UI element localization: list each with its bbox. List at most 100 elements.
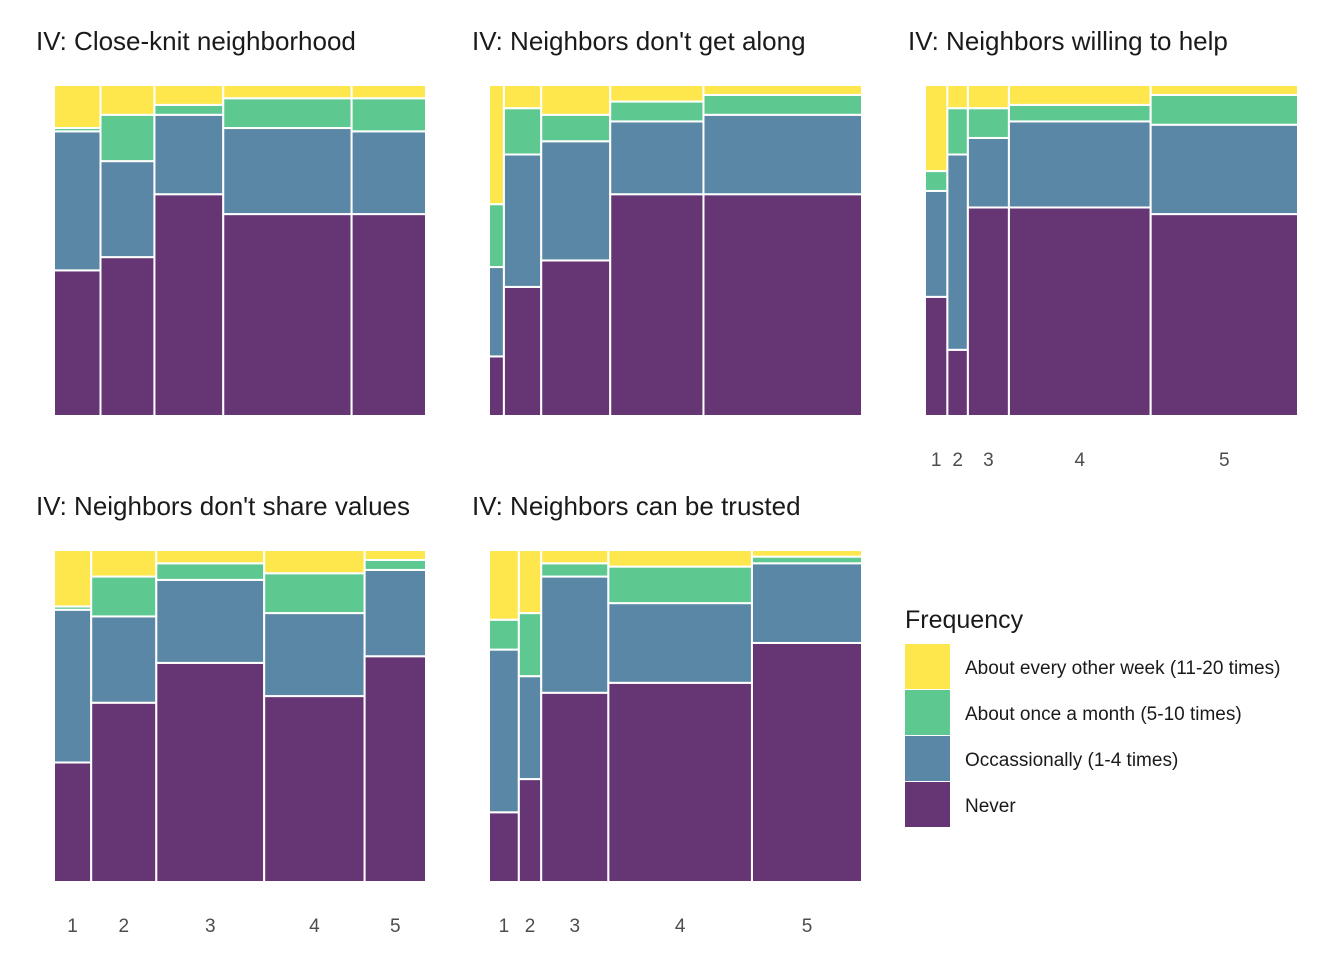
mosaic-cell-every_other_week-cat-2 bbox=[90, 549, 158, 578]
mosaic-cell-occasionally-cat-3 bbox=[155, 578, 266, 664]
legend-key-never bbox=[905, 782, 950, 827]
mosaic-cell-occasionally-cat-1 bbox=[924, 189, 949, 298]
mosaic-cell-once_a_month-cat-4 bbox=[263, 572, 366, 615]
mosaic-cell-every_other_week-cat-2 bbox=[517, 549, 543, 615]
mosaic-cell-never-cat-4 bbox=[609, 193, 705, 417]
mosaic-cell-every_other_week-cat-5 bbox=[363, 549, 427, 561]
mosaic-cell-never-cat-3 bbox=[153, 193, 225, 417]
mosaic-cell-every_other_week-cat-2 bbox=[99, 84, 156, 116]
mosaic-cell-occasionally-cat-4 bbox=[607, 602, 753, 684]
mosaic-cell-once_a_month-cat-4 bbox=[222, 97, 353, 130]
mosaic-cell-never-cat-2 bbox=[90, 701, 158, 883]
panel-1: IV: Close-knit neighborhood bbox=[36, 26, 428, 417]
mosaic-cell-never-cat-5 bbox=[350, 213, 428, 417]
legend-key-occasionally bbox=[905, 736, 950, 781]
panel-2: IV: Neighbors don't get along bbox=[472, 26, 864, 418]
mosaic-cell-never-cat-2 bbox=[502, 285, 543, 417]
x-tick-label: 3 bbox=[983, 450, 994, 471]
mosaic-cell-once_a_month-cat-5 bbox=[350, 97, 428, 133]
mosaic-cell-once_a_month-cat-1 bbox=[924, 170, 949, 192]
mosaic-cell-every_other_week-cat-1 bbox=[488, 84, 505, 206]
mosaic-cell-never-cat-3 bbox=[540, 259, 612, 417]
mosaic-cell-never-cat-2 bbox=[99, 256, 156, 417]
mosaic-cell-once_a_month-cat-2 bbox=[517, 612, 543, 678]
x-tick-label: 3 bbox=[205, 916, 216, 937]
mosaic-cell-never-cat-1 bbox=[53, 269, 102, 417]
mosaic-cell-every_other_week-cat-5 bbox=[702, 84, 864, 96]
mosaic-cell-once_a_month-cat-5 bbox=[702, 93, 864, 116]
mosaic-cell-once_a_month-cat-3 bbox=[540, 113, 612, 143]
mosaic-cell-once_a_month-cat-3 bbox=[540, 562, 610, 578]
mosaic-cell-occasionally-cat-2 bbox=[517, 675, 543, 781]
panel-title: IV: Close-knit neighborhood bbox=[36, 26, 356, 56]
panel-title: IV: Neighbors willing to help bbox=[908, 26, 1228, 56]
panel-title: IV: Neighbors can be trusted bbox=[472, 491, 801, 521]
mosaic-cell-occasionally-cat-5 bbox=[702, 113, 864, 196]
mosaic-cell-occasionally-cat-3 bbox=[540, 575, 610, 694]
x-tick-label: 2 bbox=[525, 916, 536, 937]
mosaic-cell-every_other_week-cat-5 bbox=[350, 84, 428, 100]
mosaic-cell-once_a_month-cat-4 bbox=[609, 100, 705, 123]
mosaic-cell-occasionally-cat-1 bbox=[488, 648, 520, 814]
mosaic-cell-never-cat-5 bbox=[750, 641, 863, 884]
mosaic-cell-occasionally-cat-3 bbox=[153, 113, 225, 196]
x-tick-label: 1 bbox=[499, 916, 510, 937]
mosaic-cell-never-cat-2 bbox=[946, 348, 969, 417]
mosaic-cell-every_other_week-cat-5 bbox=[750, 549, 863, 558]
mosaic-cell-every_other_week-cat-1 bbox=[924, 84, 949, 173]
legend-key-every_other_week bbox=[905, 644, 950, 689]
x-tick-label: 1 bbox=[67, 916, 78, 937]
x-tick-label: 5 bbox=[390, 916, 401, 937]
mosaic-cell-never-cat-2 bbox=[517, 778, 543, 884]
mosaic-cell-never-cat-5 bbox=[702, 193, 864, 417]
x-tick-label: 2 bbox=[118, 916, 129, 937]
mosaic-cell-once_a_month-cat-3 bbox=[155, 562, 266, 581]
mosaic-cell-once_a_month-cat-1 bbox=[488, 203, 505, 269]
mosaic-cell-occasionally-cat-1 bbox=[488, 266, 505, 358]
mosaic-cell-once_a_month-cat-3 bbox=[153, 103, 225, 116]
mosaic-cell-never-cat-5 bbox=[1149, 213, 1300, 417]
mosaic-cell-every_other_week-cat-4 bbox=[607, 549, 753, 568]
mosaic-cell-occasionally-cat-5 bbox=[1149, 123, 1300, 216]
panel-3: IV: Neighbors willing to help 1 2 3 4 5 bbox=[908, 26, 1300, 471]
mosaic-cell-never-cat-4 bbox=[607, 681, 753, 883]
mosaic-cell-occasionally-cat-2 bbox=[502, 153, 543, 288]
mosaic-cell-occasionally-cat-5 bbox=[750, 562, 863, 644]
mosaic-cell-every_other_week-cat-3 bbox=[540, 84, 612, 116]
mosaic-cell-never-cat-1 bbox=[924, 295, 949, 417]
mosaic-cell-never-cat-1 bbox=[488, 811, 520, 884]
mosaic-cell-every_other_week-cat-3 bbox=[153, 84, 225, 106]
mosaic-cell-once_a_month-cat-3 bbox=[966, 107, 1010, 139]
mosaic-cell-every_other_week-cat-2 bbox=[502, 84, 543, 110]
mosaic-cell-occasionally-cat-3 bbox=[966, 136, 1010, 209]
mosaic-cell-occasionally-cat-4 bbox=[222, 127, 353, 216]
panel-title: IV: Neighbors don't share values bbox=[36, 491, 410, 521]
mosaic-cell-every_other_week-cat-4 bbox=[222, 84, 353, 100]
mosaic-cell-never-cat-4 bbox=[1007, 206, 1152, 417]
mosaic-cell-never-cat-4 bbox=[222, 213, 353, 417]
mosaic-cell-once_a_month-cat-1 bbox=[488, 618, 520, 651]
x-tick-label: 1 bbox=[931, 450, 942, 471]
mosaic-cell-every_other_week-cat-1 bbox=[53, 549, 93, 608]
mosaic-cell-once_a_month-cat-4 bbox=[1007, 103, 1152, 123]
mosaic-cell-every_other_week-cat-3 bbox=[540, 549, 610, 565]
mosaic-cell-once_a_month-cat-2 bbox=[99, 113, 156, 163]
panel-4: IV: Neighbors don't share values 1 2 3 4 5 bbox=[36, 491, 427, 937]
x-tick-label: 2 bbox=[952, 450, 963, 471]
mosaic-cell-once_a_month-cat-5 bbox=[1149, 93, 1300, 126]
mosaic-cell-occasionally-cat-5 bbox=[350, 130, 428, 216]
panel-5: IV: Neighbors can be trusted 1 2 3 4 5 bbox=[472, 491, 863, 937]
x-tick-label: 4 bbox=[309, 916, 320, 937]
x-tick-label: 5 bbox=[1219, 450, 1230, 471]
mosaic-cell-once_a_month-cat-2 bbox=[90, 575, 158, 618]
mosaic-cell-every_other_week-cat-3 bbox=[155, 549, 266, 565]
mosaic-cell-never-cat-1 bbox=[488, 355, 505, 418]
mosaic-cell-never-cat-1 bbox=[53, 761, 93, 883]
legend-title: Frequency bbox=[905, 606, 1024, 634]
mosaic-cell-every_other_week-cat-5 bbox=[1149, 84, 1300, 96]
mosaic-cell-once_a_month-cat-5 bbox=[363, 558, 427, 571]
mosaic-cell-occasionally-cat-2 bbox=[90, 615, 158, 704]
mosaic-cell-occasionally-cat-5 bbox=[363, 568, 427, 658]
legend: Frequency About every other week (11-20 t… bbox=[905, 606, 1280, 827]
